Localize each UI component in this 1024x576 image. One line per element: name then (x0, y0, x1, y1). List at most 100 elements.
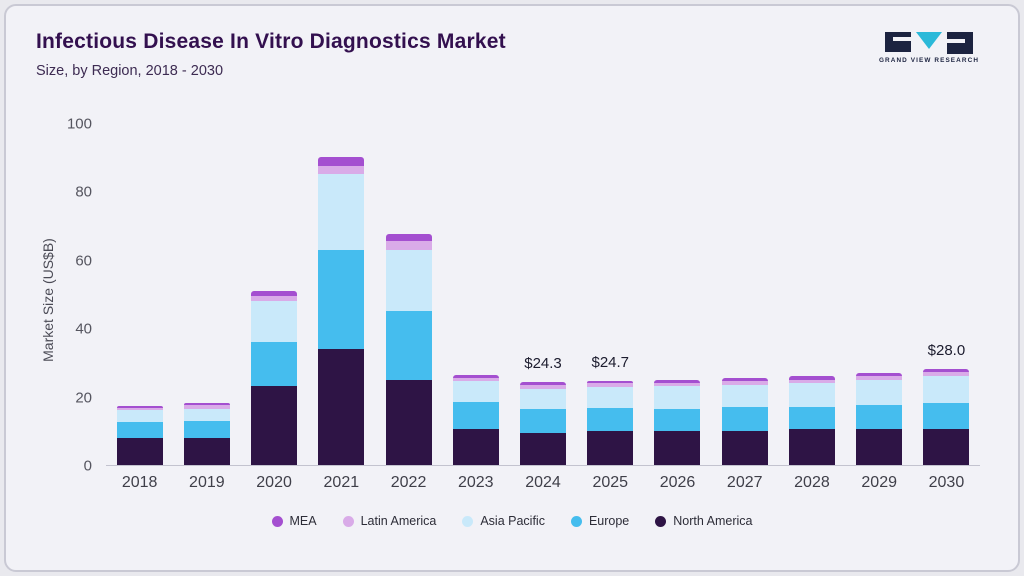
legend-item-asia-pacific: Asia Pacific (462, 514, 545, 528)
bar-stack (856, 372, 903, 465)
bar-segment-europe (183, 420, 230, 438)
bar-stack (183, 403, 230, 465)
bar-group-2026 (644, 124, 711, 465)
x-axis-label-2030: 2030 (928, 474, 965, 491)
grand-view-research-logo: GRAND VIEW RESEARCH (874, 30, 984, 64)
bar-stack (923, 369, 970, 465)
y-tick-label: 100 (66, 115, 92, 133)
bar-segment-europe (587, 407, 634, 431)
bar-segment-asia-pacific (654, 386, 701, 409)
legend-label: North America (673, 514, 753, 528)
bar-segment-mea (587, 380, 634, 384)
plot-area-wrap: 0 20 40 60 80 100 $24.3 $24.7 $28.0 (67, 116, 980, 475)
data-label-2025: $24.7 (591, 353, 630, 371)
x-axis-label-2018: 2018 (121, 474, 158, 491)
legend-label: Latin America (360, 514, 437, 528)
page-title: Infectious Disease In Vitro Diagnostics … (36, 30, 506, 53)
header-titles: Infectious Disease In Vitro Diagnostics … (36, 30, 506, 79)
bar-group-2028 (778, 124, 845, 465)
x-axis-label-2026: 2026 (659, 474, 696, 491)
bar-segment-latin-america (251, 295, 298, 301)
x-axis-label-2019: 2019 (189, 474, 225, 491)
bar-segment-north-america (318, 348, 365, 465)
bar-segment-mea (385, 234, 432, 242)
legend-dot-icon (462, 515, 474, 527)
bar-group-2027 (711, 124, 778, 465)
bar-segment-north-america (587, 430, 634, 465)
legend-dot-icon (570, 515, 582, 527)
bar-segment-latin-america (654, 382, 701, 387)
bar-segment-asia-pacific (183, 408, 230, 421)
page-subtitle: Size, by Region, 2018 - 2030 (36, 63, 224, 79)
x-axis-label-2021: 2021 (323, 474, 360, 491)
header: Infectious Disease In Vitro Diagnostics … (6, 6, 1018, 79)
legend-label: Asia Pacific (480, 514, 545, 528)
bar-stack (116, 405, 163, 465)
y-tick-label: 80 (75, 183, 92, 201)
y-tick-label: 0 (83, 457, 92, 475)
y-axis-ticks: 0 20 40 60 80 100 (60, 116, 106, 475)
bar-segment-asia-pacific (385, 249, 432, 312)
bar-segment-mea (923, 369, 970, 372)
bar-stack (654, 379, 701, 465)
bar-segment-mea (721, 377, 768, 382)
bar-stack (318, 157, 365, 465)
bar-segment-asia-pacific (520, 388, 567, 409)
bar-segment-europe (452, 401, 499, 430)
bar-segment-latin-america (587, 383, 634, 388)
bar-segment-mea (251, 290, 298, 296)
bar-segment-mea (452, 375, 499, 378)
legend-dot-icon (271, 515, 283, 527)
bar-group-2025: $24.7 (577, 124, 644, 465)
y-tick-label: 40 (75, 320, 92, 338)
bar-segment-latin-america (318, 165, 365, 175)
bar-segment-europe (856, 405, 903, 430)
legend-item-north-america: North America (655, 514, 752, 528)
bar-segment-mea (318, 157, 365, 166)
bar-segment-north-america (183, 437, 230, 465)
x-axis-label-2020: 2020 (256, 474, 292, 491)
bar-segment-latin-america (923, 372, 970, 377)
bar-stack (721, 377, 768, 465)
bar-segment-mea (788, 376, 835, 380)
data-label-2030: $28.0 (927, 342, 966, 360)
bar-segment-north-america (923, 429, 970, 465)
bar-segment-europe (385, 311, 432, 380)
bar-segment-north-america (520, 432, 567, 465)
bar-segment-latin-america (385, 241, 432, 250)
bar-group-2029 (846, 124, 913, 465)
legend-label: Europe (588, 514, 630, 528)
bar-segment-north-america (116, 437, 163, 465)
bar-stack (587, 380, 634, 465)
legend-dot-icon (655, 515, 667, 527)
bar-segment-europe (654, 408, 701, 431)
gvr-logo-icon (885, 32, 973, 54)
y-tick-label: 60 (75, 252, 92, 270)
bar-group-2019 (173, 124, 240, 465)
bar-segment-europe (116, 422, 163, 438)
bar-stack (452, 375, 499, 465)
bar-segment-latin-america (183, 405, 230, 409)
bar-segment-latin-america (856, 376, 903, 380)
data-label-2024: $24.3 (524, 354, 562, 372)
bar-segment-latin-america (788, 379, 835, 383)
bar-segment-north-america (788, 429, 835, 465)
bar-group-2021 (308, 124, 375, 465)
bar-segment-mea (116, 405, 163, 408)
x-axis-label-2022: 2022 (390, 474, 427, 491)
bar-segment-europe (721, 406, 768, 431)
x-axis-label-2025: 2025 (592, 474, 629, 491)
legend-label: MEA (289, 514, 317, 528)
plot-area: $24.3 $24.7 $28.0 (106, 124, 980, 466)
bar-segment-mea (654, 379, 701, 383)
chart-legend: MEA Latin America Asia Pacific Europe North … (6, 514, 1018, 528)
bar-group-2030: $28.0 (913, 124, 980, 465)
x-axis-label-2024: 2024 (525, 474, 561, 491)
legend-dot-icon (342, 515, 354, 527)
bar-group-2020 (240, 124, 307, 465)
bar-segment-europe (788, 406, 835, 430)
bar-segment-latin-america (721, 381, 768, 385)
bar-segment-latin-america (116, 407, 163, 411)
x-axis-labels: 2018 2019 2020 2021 2022 2023 2024 2025 2026 2027… (106, 474, 980, 492)
bar-segment-latin-america (452, 377, 499, 382)
